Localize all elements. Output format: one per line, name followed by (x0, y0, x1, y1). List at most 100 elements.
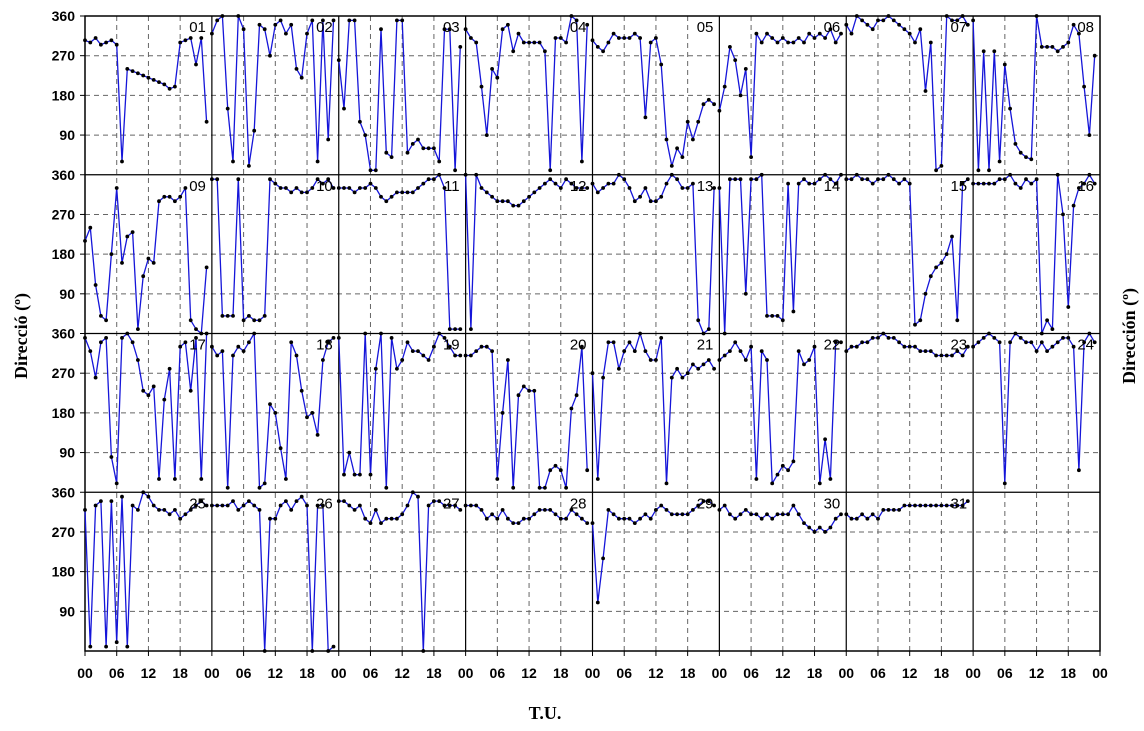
data-point (928, 40, 933, 45)
data-point (162, 82, 167, 87)
data-point (109, 252, 114, 256)
data-point (104, 336, 108, 340)
x-tick-label: 06 (997, 665, 1013, 681)
data-point (675, 177, 679, 182)
data-point (675, 146, 679, 151)
data-point (305, 190, 309, 195)
data-point (1087, 172, 1092, 177)
data-point (791, 459, 796, 464)
data-point (125, 331, 130, 336)
data-point (99, 314, 103, 318)
data-point (960, 503, 965, 508)
data-point (1087, 331, 1092, 336)
data-point (722, 331, 727, 336)
data-point (516, 203, 521, 208)
data-point (389, 516, 394, 521)
data-point (257, 485, 262, 490)
data-point (918, 318, 923, 323)
data-point (1034, 177, 1039, 182)
day-label: 10 (316, 178, 333, 195)
data-point (1013, 181, 1018, 186)
data-point (278, 503, 283, 508)
data-point (162, 508, 167, 512)
data-point (1024, 340, 1028, 345)
day-label: 09 (189, 178, 206, 195)
data-point (802, 177, 806, 182)
data-point (1045, 349, 1049, 353)
data-point (738, 512, 743, 517)
data-point (918, 503, 923, 508)
data-point (83, 508, 87, 512)
data-point (997, 340, 1002, 345)
day-label: 28 (570, 495, 587, 512)
day-label: 26 (316, 495, 333, 512)
data-point (1029, 181, 1034, 186)
data-point (844, 177, 849, 182)
data-point (204, 119, 209, 124)
data-point (474, 172, 479, 177)
data-point (1008, 340, 1012, 345)
data-point (141, 274, 146, 279)
data-point (336, 336, 341, 340)
data-point (527, 40, 531, 45)
data-point (923, 503, 928, 508)
y-tick-label: 180 (52, 87, 76, 103)
data-point (257, 22, 262, 27)
data-point (384, 516, 389, 521)
data-point (178, 40, 183, 45)
data-point (876, 177, 880, 182)
data-point (770, 314, 775, 318)
data-point (432, 146, 436, 151)
data-point (1061, 212, 1065, 217)
data-point (569, 406, 574, 411)
data-point (225, 106, 230, 111)
data-point (823, 172, 827, 177)
data-point (400, 512, 405, 517)
data-point (743, 291, 748, 296)
data-point (432, 499, 436, 503)
data-point (204, 503, 209, 508)
data-point (299, 75, 304, 80)
data-point (738, 93, 743, 98)
data-point (532, 512, 537, 517)
data-point (447, 327, 452, 331)
data-point (220, 14, 225, 18)
data-point (268, 402, 272, 406)
data-point (273, 411, 278, 415)
data-point (897, 22, 901, 27)
data-point (1024, 155, 1028, 160)
data-point (849, 31, 854, 36)
data-point (384, 485, 389, 490)
data-point (120, 261, 124, 265)
data-point (241, 503, 246, 508)
data-point (648, 358, 653, 362)
data-point (278, 446, 283, 451)
data-point (257, 318, 262, 323)
data-point (495, 477, 500, 481)
data-point (199, 36, 204, 40)
data-point (326, 137, 331, 142)
x-tick-label: 00 (965, 665, 981, 681)
data-point (315, 159, 320, 164)
data-point (1050, 344, 1055, 349)
data-point (849, 516, 854, 521)
data-point (231, 499, 235, 503)
data-point (553, 512, 558, 517)
data-point (876, 18, 880, 23)
data-point (997, 159, 1002, 164)
data-point (1061, 336, 1065, 340)
day-label: 08 (1077, 19, 1094, 36)
data-point (754, 31, 759, 36)
data-point (114, 42, 119, 47)
data-point (474, 349, 479, 353)
x-tick-label: 00 (712, 665, 728, 681)
data-point (506, 199, 510, 204)
data-point (521, 199, 526, 204)
data-point (854, 14, 859, 18)
series-line-day-09 (84, 187, 208, 335)
data-point (617, 366, 621, 371)
data-point (479, 84, 484, 89)
y-tick-label: 360 (52, 326, 76, 342)
data-point (965, 22, 970, 27)
